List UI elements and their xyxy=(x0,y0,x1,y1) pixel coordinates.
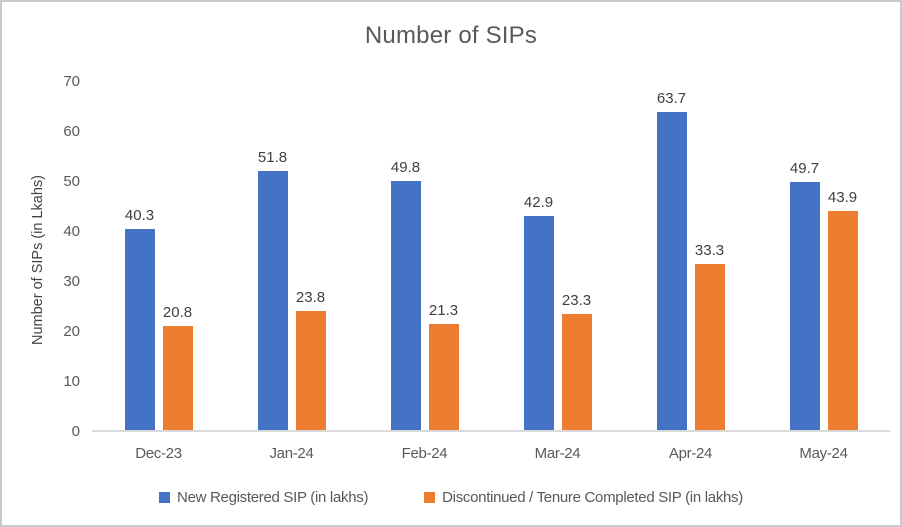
x-axis-label: May-24 xyxy=(799,445,848,462)
x-axis-label: Feb-24 xyxy=(401,445,448,462)
y-axis-ticks: 0 10 20 30 40 50 60 70 xyxy=(2,2,80,525)
bar-group: 49.7 43.9 xyxy=(757,82,890,430)
legend-swatch-icon xyxy=(159,492,171,503)
bar-value-label: 23.8 xyxy=(295,289,326,306)
y-tick-label: 50 xyxy=(63,173,80,190)
bar-value-label: 43.9 xyxy=(827,188,858,206)
legend-swatch-icon xyxy=(424,492,436,503)
bar-value-label: 21.3 xyxy=(428,301,459,319)
y-tick-label: 10 xyxy=(63,373,80,390)
bar: 42.9 xyxy=(523,194,554,430)
x-axis-label: Jan-24 xyxy=(269,445,314,462)
y-tick-label: 40 xyxy=(63,223,80,240)
bar-group: 49.8 21.3 xyxy=(358,82,491,430)
legend: New Registered SIP (in lakhs) Discontinue… xyxy=(2,489,900,506)
x-axis-labels: Dec-23 Jan-24 Feb-24 Mar-24 Apr-24 May-24 xyxy=(92,445,890,462)
x-axis-label: Apr-24 xyxy=(668,445,713,462)
y-tick-label: 30 xyxy=(63,273,80,290)
bar: 33.3 xyxy=(694,242,725,430)
bar-group: 42.9 23.3 xyxy=(491,82,624,430)
x-axis-label: Dec-23 xyxy=(135,445,182,462)
bar: 63.7 xyxy=(656,90,687,430)
bar-value-label: 40.3 xyxy=(124,206,155,224)
bar: 40.3 xyxy=(124,207,155,430)
legend-item: Discontinued / Tenure Completed SIP (in … xyxy=(424,489,743,506)
y-tick-label: 60 xyxy=(63,123,80,140)
bar-value-label: 63.7 xyxy=(656,89,687,107)
bar-value-label: 33.3 xyxy=(694,241,725,259)
bar: 23.3 xyxy=(561,292,592,430)
bar: 23.8 xyxy=(295,289,326,430)
bar-group: 40.3 20.8 xyxy=(92,82,225,430)
plot-area: 40.3 20.8 51.8 23.8 49.8 21.3 42.9 23.3 63.7 33.3… xyxy=(92,82,890,432)
bar: 20.8 xyxy=(162,304,193,430)
bar-value-label: 42.9 xyxy=(523,193,554,211)
bar-value-label: 49.7 xyxy=(789,159,820,177)
bar-value-label: 51.8 xyxy=(257,149,288,166)
legend-label: New Registered SIP (in lakhs) xyxy=(177,489,369,506)
bar: 43.9 xyxy=(827,189,858,430)
legend-item: New Registered SIP (in lakhs) xyxy=(159,489,368,506)
bar-value-label: 20.8 xyxy=(162,304,193,321)
bar-group: 51.8 23.8 xyxy=(225,82,358,430)
y-tick-label: 20 xyxy=(63,323,80,340)
bar-group: 63.7 33.3 xyxy=(624,82,757,430)
bar: 51.8 xyxy=(257,149,288,430)
bar: 21.3 xyxy=(428,302,459,430)
y-tick-label: 0 xyxy=(71,423,80,440)
bar-value-label: 49.8 xyxy=(390,159,421,176)
bar: 49.8 xyxy=(390,159,421,430)
bar: 49.7 xyxy=(789,160,820,430)
chart-title: Number of SIPs xyxy=(364,22,538,49)
legend-label: Discontinued / Tenure Completed SIP (in … xyxy=(442,489,743,506)
x-axis-label: Mar-24 xyxy=(534,445,581,462)
bar-value-label: 23.3 xyxy=(561,291,592,309)
y-tick-label: 70 xyxy=(63,73,80,90)
